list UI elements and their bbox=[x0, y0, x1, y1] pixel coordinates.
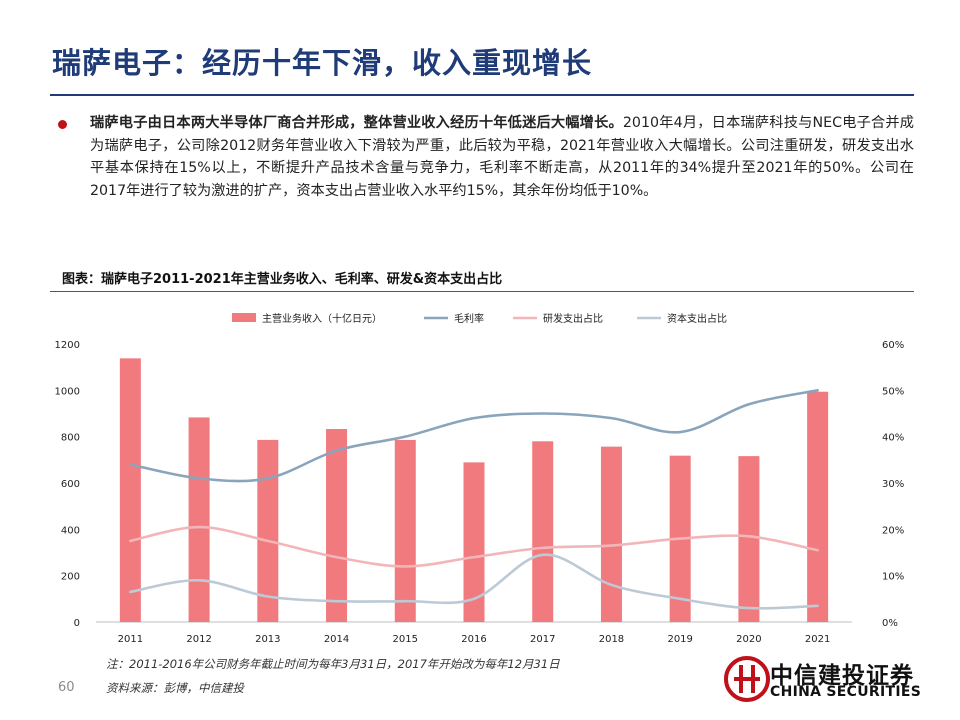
y-right-tick-label: 50% bbox=[882, 386, 904, 397]
figure-caption: 图表：瑞萨电子2011-2021年主营业务收入、毛利率、研发&资本支出占比 bbox=[62, 272, 503, 287]
revenue-bar bbox=[257, 439, 279, 622]
x-tick-label: 2011 bbox=[118, 634, 143, 645]
x-tick-label: 2021 bbox=[805, 634, 830, 645]
legend-swatch-revenue bbox=[232, 313, 256, 322]
y-left-tick-label: 1200 bbox=[55, 340, 80, 351]
revenue-bar bbox=[738, 456, 760, 622]
logo-text-en: CHINA SECURITIES bbox=[770, 684, 922, 700]
x-tick-label: 2015 bbox=[393, 634, 418, 645]
revenue-bar bbox=[600, 446, 622, 622]
y-left-tick-label: 0 bbox=[74, 618, 80, 629]
summary-lead: 瑞萨电子由日本两大半导体厂商合并形成，整体营业收入经历十年低迷后大幅增长。 bbox=[90, 115, 623, 131]
legend-label: 资本支出占比 bbox=[667, 312, 727, 325]
revenue-bar bbox=[188, 417, 210, 622]
revenue-bar bbox=[463, 462, 485, 622]
y-right-tick-label: 30% bbox=[882, 479, 904, 490]
gross-margin-line bbox=[129, 389, 819, 483]
x-tick-label: 2019 bbox=[667, 634, 692, 645]
rd-ratio-line bbox=[129, 525, 819, 568]
legend-label: 毛利率 bbox=[454, 312, 484, 325]
y-right-tick-label: 40% bbox=[882, 433, 904, 444]
y-left-tick-label: 800 bbox=[61, 433, 80, 444]
figure-note: 注：2011-2016年公司财务年截止时间为每年3月31日，2017年开始改为每… bbox=[106, 657, 560, 671]
x-tick-label: 2018 bbox=[599, 634, 624, 645]
china-securities-logo-icon bbox=[724, 656, 770, 702]
y-left-tick-label: 200 bbox=[61, 572, 80, 583]
y-right-tick-label: 20% bbox=[882, 525, 904, 536]
page-number: 60 bbox=[58, 680, 75, 695]
y-left-tick-label: 600 bbox=[61, 479, 80, 490]
x-tick-label: 2012 bbox=[186, 634, 211, 645]
summary-body: 2010年4月，日本瑞萨科技与NEC电子合并成为瑞萨电子，公司除2012财务年营… bbox=[90, 115, 914, 199]
revenue-bar bbox=[119, 358, 141, 622]
y-right-tick-label: 10% bbox=[882, 572, 904, 583]
y-left-tick-label: 400 bbox=[61, 525, 80, 536]
revenue-bar bbox=[532, 441, 554, 622]
y-right-tick-label: 60% bbox=[882, 340, 904, 351]
caption-divider bbox=[50, 291, 914, 292]
revenue-bar bbox=[807, 391, 829, 622]
x-tick-label: 2016 bbox=[461, 634, 486, 645]
title-divider bbox=[50, 94, 914, 96]
revenue-bar bbox=[326, 429, 348, 622]
legend-label: 主营业务收入（十亿日元） bbox=[262, 312, 382, 325]
page-title: 瑞萨电子：经历十年下滑，收入重现增长 bbox=[52, 46, 593, 80]
x-tick-label: 2020 bbox=[736, 634, 761, 645]
y-right-tick-label: 0% bbox=[882, 618, 898, 629]
summary-paragraph: 瑞萨电子由日本两大半导体厂商合并形成，整体营业收入经历十年低迷后大幅增长。201… bbox=[90, 112, 914, 202]
revenue-bar bbox=[394, 439, 416, 622]
bullet-icon bbox=[58, 120, 67, 129]
x-tick-label: 2014 bbox=[324, 634, 349, 645]
revenue-margin-chart: 0 200 400 600 800 1000 1200 0% 10% 20% 30% 40% 50% 60… bbox=[55, 312, 905, 645]
x-tick-label: 2013 bbox=[255, 634, 280, 645]
legend-label: 研发支出占比 bbox=[543, 312, 603, 325]
y-left-tick-label: 1000 bbox=[55, 386, 80, 397]
capex-ratio-line bbox=[129, 553, 819, 610]
figure-source: 资料来源：彭博，中信建投 bbox=[106, 681, 244, 695]
logo-text-cn: 中信建投证券 bbox=[770, 663, 914, 689]
x-tick-label: 2017 bbox=[530, 634, 555, 645]
